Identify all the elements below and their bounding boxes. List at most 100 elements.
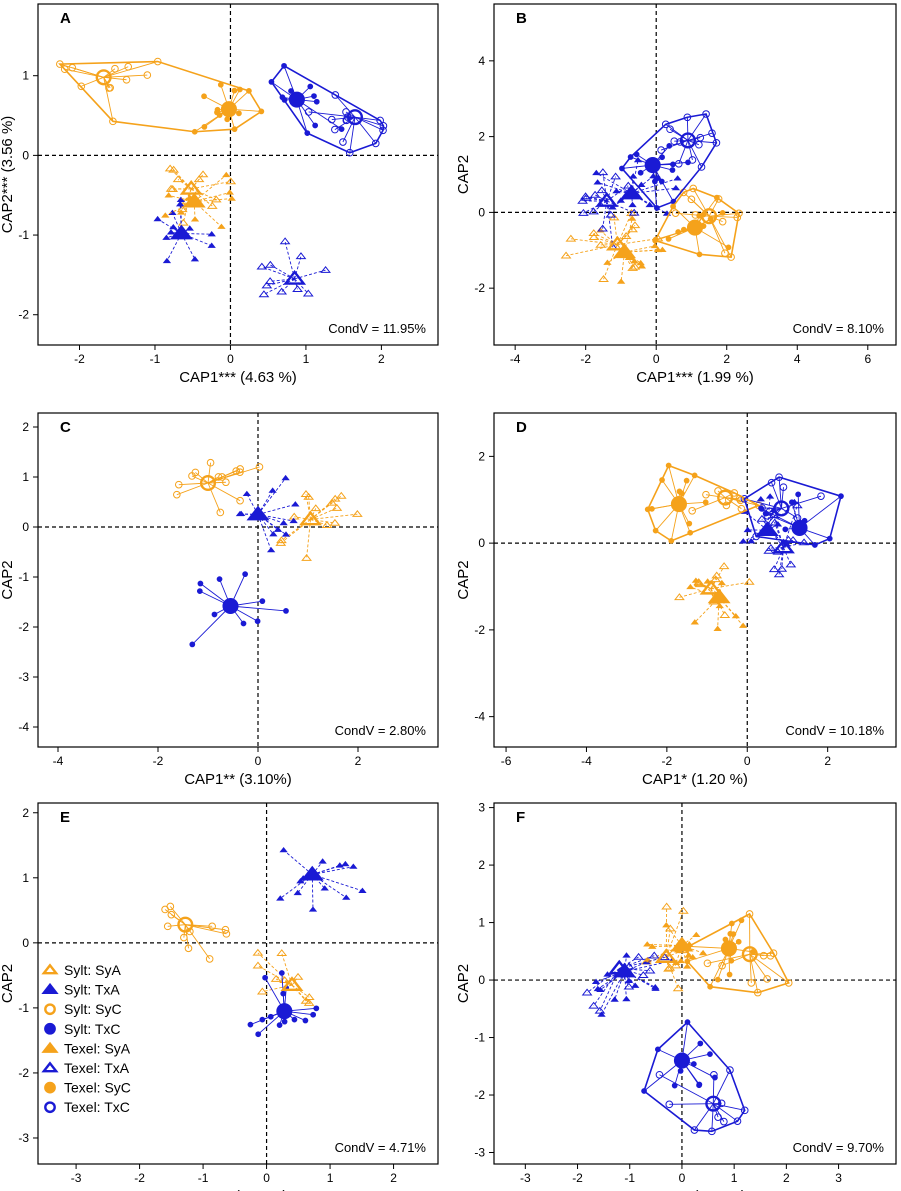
sample-point — [264, 260, 276, 268]
condv-annotation: CondV = 11.95% — [328, 321, 426, 336]
spider-line — [230, 605, 287, 612]
sample-point — [276, 1022, 283, 1029]
plot-area — [38, 413, 438, 747]
sample-point — [206, 201, 218, 209]
sample-point — [343, 113, 352, 121]
spider-line — [593, 200, 608, 212]
centroid-marker — [280, 976, 304, 992]
group-hull — [743, 476, 842, 546]
spider-line — [312, 866, 354, 875]
sample-point — [662, 922, 671, 928]
spider-line — [771, 482, 782, 509]
y-tick-label: -4 — [18, 720, 29, 734]
spider-line — [778, 477, 782, 509]
sample-point — [739, 538, 748, 544]
sample-point — [637, 181, 646, 187]
sample-point — [345, 148, 354, 157]
spider-line — [709, 215, 738, 218]
sample-point — [730, 931, 737, 937]
sample-point — [720, 1117, 728, 1126]
legend-marker — [44, 1022, 56, 1035]
sample-point — [661, 902, 673, 910]
sample-point — [616, 278, 626, 284]
sample-point — [622, 952, 631, 958]
sample-point — [161, 905, 169, 914]
sample-point — [331, 125, 339, 134]
sample-point — [292, 285, 303, 293]
sample-point — [738, 622, 748, 628]
sample-point — [578, 208, 589, 216]
legend-marker — [44, 1003, 56, 1016]
sample-point — [726, 1066, 734, 1074]
sample-point — [310, 504, 322, 512]
x-tick-label: 0 — [263, 1171, 270, 1185]
spider-line — [717, 490, 726, 498]
sample-point — [686, 583, 695, 590]
x-tick-label: 2 — [783, 1171, 790, 1185]
sample-point — [769, 518, 781, 526]
spider-line — [291, 984, 307, 1002]
sample-point — [172, 175, 184, 183]
spider-line — [171, 914, 186, 926]
spider-line — [257, 477, 286, 515]
sample-point — [291, 501, 300, 507]
sample-point — [242, 571, 249, 578]
sample-point — [276, 949, 288, 957]
spider-line — [168, 194, 195, 203]
sample-point — [236, 110, 242, 117]
sample-point — [222, 930, 231, 938]
spider-line — [345, 111, 356, 118]
sample-point — [596, 986, 605, 992]
sample-point — [242, 490, 252, 497]
sample-point — [717, 579, 727, 586]
centroid-marker — [620, 184, 644, 200]
sample-point — [276, 287, 288, 295]
sample-point — [281, 531, 291, 537]
sample-point — [696, 133, 705, 142]
spider-line — [291, 984, 310, 998]
sample-point — [320, 265, 331, 273]
centroid-marker — [246, 505, 270, 521]
spider-line — [596, 172, 632, 194]
sample-point — [247, 1021, 254, 1028]
y-axis-title: CAP2 — [0, 964, 16, 1003]
sample-point — [163, 922, 172, 931]
spider-line — [342, 116, 356, 143]
sample-point — [746, 537, 756, 544]
x-tick-label: 3 — [835, 1171, 842, 1185]
spider-line — [724, 492, 735, 498]
sample-point — [335, 491, 347, 499]
spider-line — [173, 169, 192, 190]
centroid-marker — [773, 500, 790, 517]
condv-annotation: CondV = 10.18% — [785, 723, 884, 738]
spider-line — [306, 519, 311, 559]
sample-point — [292, 972, 304, 980]
sample-point — [692, 931, 701, 938]
spider-line — [597, 181, 632, 194]
spider-line — [354, 116, 381, 121]
sample-point — [645, 201, 654, 208]
x-tick-label: -3 — [71, 1171, 82, 1185]
panel-frame — [37, 802, 439, 1165]
spider-line — [631, 177, 678, 194]
sample-point — [726, 971, 733, 978]
spider-line — [585, 196, 607, 202]
legend-label: Texel: SyA — [64, 1040, 131, 1056]
sample-point — [256, 262, 268, 270]
panel-D: -6 -4 -2 0 2 -4 -2 0 2 CAP1* (1.20 %) CAP2 D CondV =… — [455, 412, 897, 788]
legend-marker — [41, 963, 59, 975]
sample-point — [703, 959, 712, 968]
spider-line — [354, 116, 384, 131]
spider-line — [178, 482, 209, 486]
sample-point — [697, 163, 706, 171]
sample-point — [768, 565, 780, 573]
sample-point — [256, 987, 268, 995]
sample-point — [175, 201, 185, 207]
sample-point — [672, 984, 684, 992]
legend-marker — [41, 1041, 59, 1053]
panel-B: -4 -2 0 2 4 6 -2 0 2 4 CAP1*** (1.99 %) CAP2 B CondV … — [455, 3, 897, 386]
x-axis-title: CAP1* (1.88%) — [644, 1188, 746, 1191]
sample-point — [661, 120, 670, 129]
spider-line — [257, 514, 284, 524]
